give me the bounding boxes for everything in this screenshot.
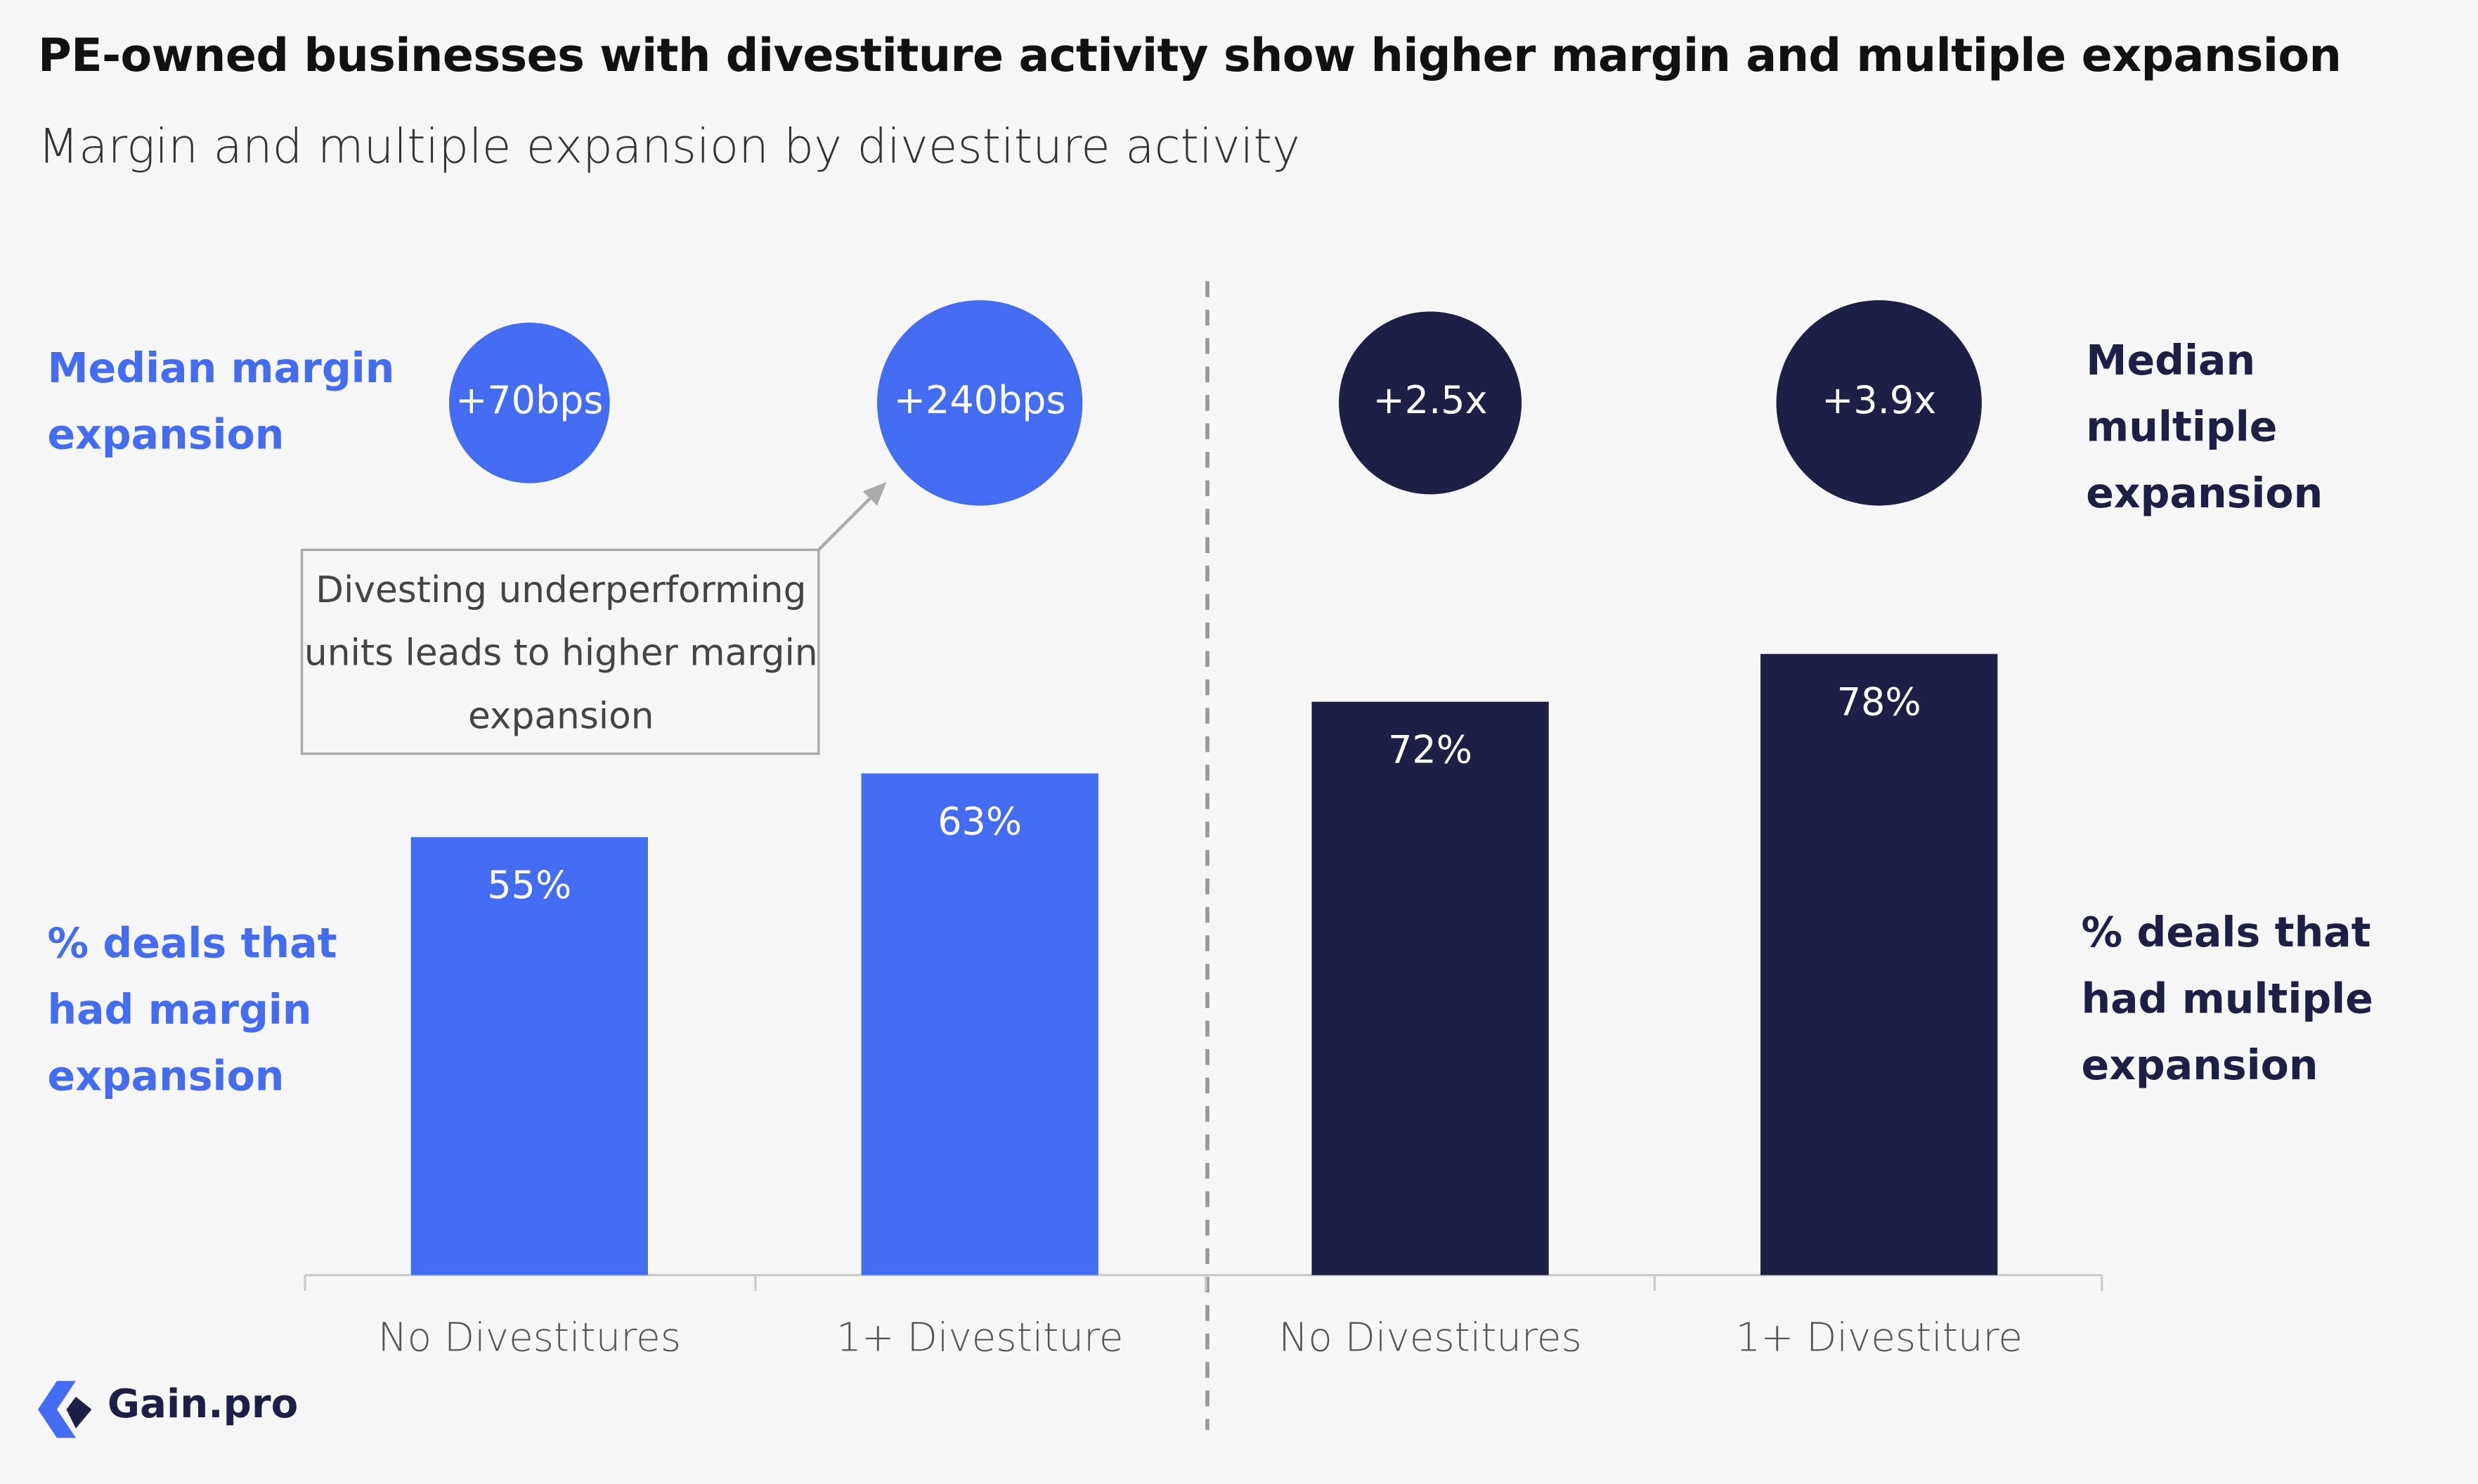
bubble-label: Median margin expansion [47, 346, 395, 460]
annotation-box [300, 548, 820, 755]
bar-label: % deals that had multiple expansion [2081, 910, 2373, 1091]
bar [1311, 701, 1549, 1275]
axis-ticks [304, 1275, 2103, 1291]
bubble-value-label: +240bps [894, 378, 1066, 422]
bar-label: % deals that had margin expansion [47, 920, 337, 1102]
chart-title: PE-owned businesses with divestiture act… [37, 28, 2342, 82]
bar [861, 773, 1098, 1275]
logo-text: Gain.pro [107, 1381, 299, 1427]
bubble [1339, 311, 1522, 495]
x-tick-label: 1+ Divestiture [1735, 1315, 2023, 1360]
bubble [1776, 300, 1982, 506]
bubble-value-label: +3.9x [1822, 378, 1936, 422]
annotation-arrow [817, 492, 877, 552]
bar-value-label: 72% [1388, 727, 1472, 772]
x-tick-label: No Divestitures [1278, 1315, 1581, 1360]
bar-value-label: 55% [487, 863, 571, 907]
x-tick-label: No Divestitures [378, 1315, 681, 1360]
arrow-head [862, 481, 887, 506]
bubble [449, 323, 610, 483]
bubble-value-label: +2.5x [1373, 378, 1488, 422]
chart-subtitle: Margin and multiple expansion by divesti… [37, 119, 1300, 176]
bar [1760, 653, 1998, 1275]
logo-icon [37, 1381, 92, 1438]
x-tick-label: 1+ Divestiture [836, 1315, 1124, 1360]
bar [410, 837, 648, 1275]
bubble-value-label: +70bps [455, 378, 603, 422]
bubble [877, 300, 1083, 506]
bar-value-label: 63% [938, 799, 1022, 843]
bubble-label: Median multiple expansion [2086, 338, 2323, 519]
annotation: Divesting underperforming units leads to… [304, 570, 818, 738]
bar-value-label: 78% [1837, 679, 1921, 724]
